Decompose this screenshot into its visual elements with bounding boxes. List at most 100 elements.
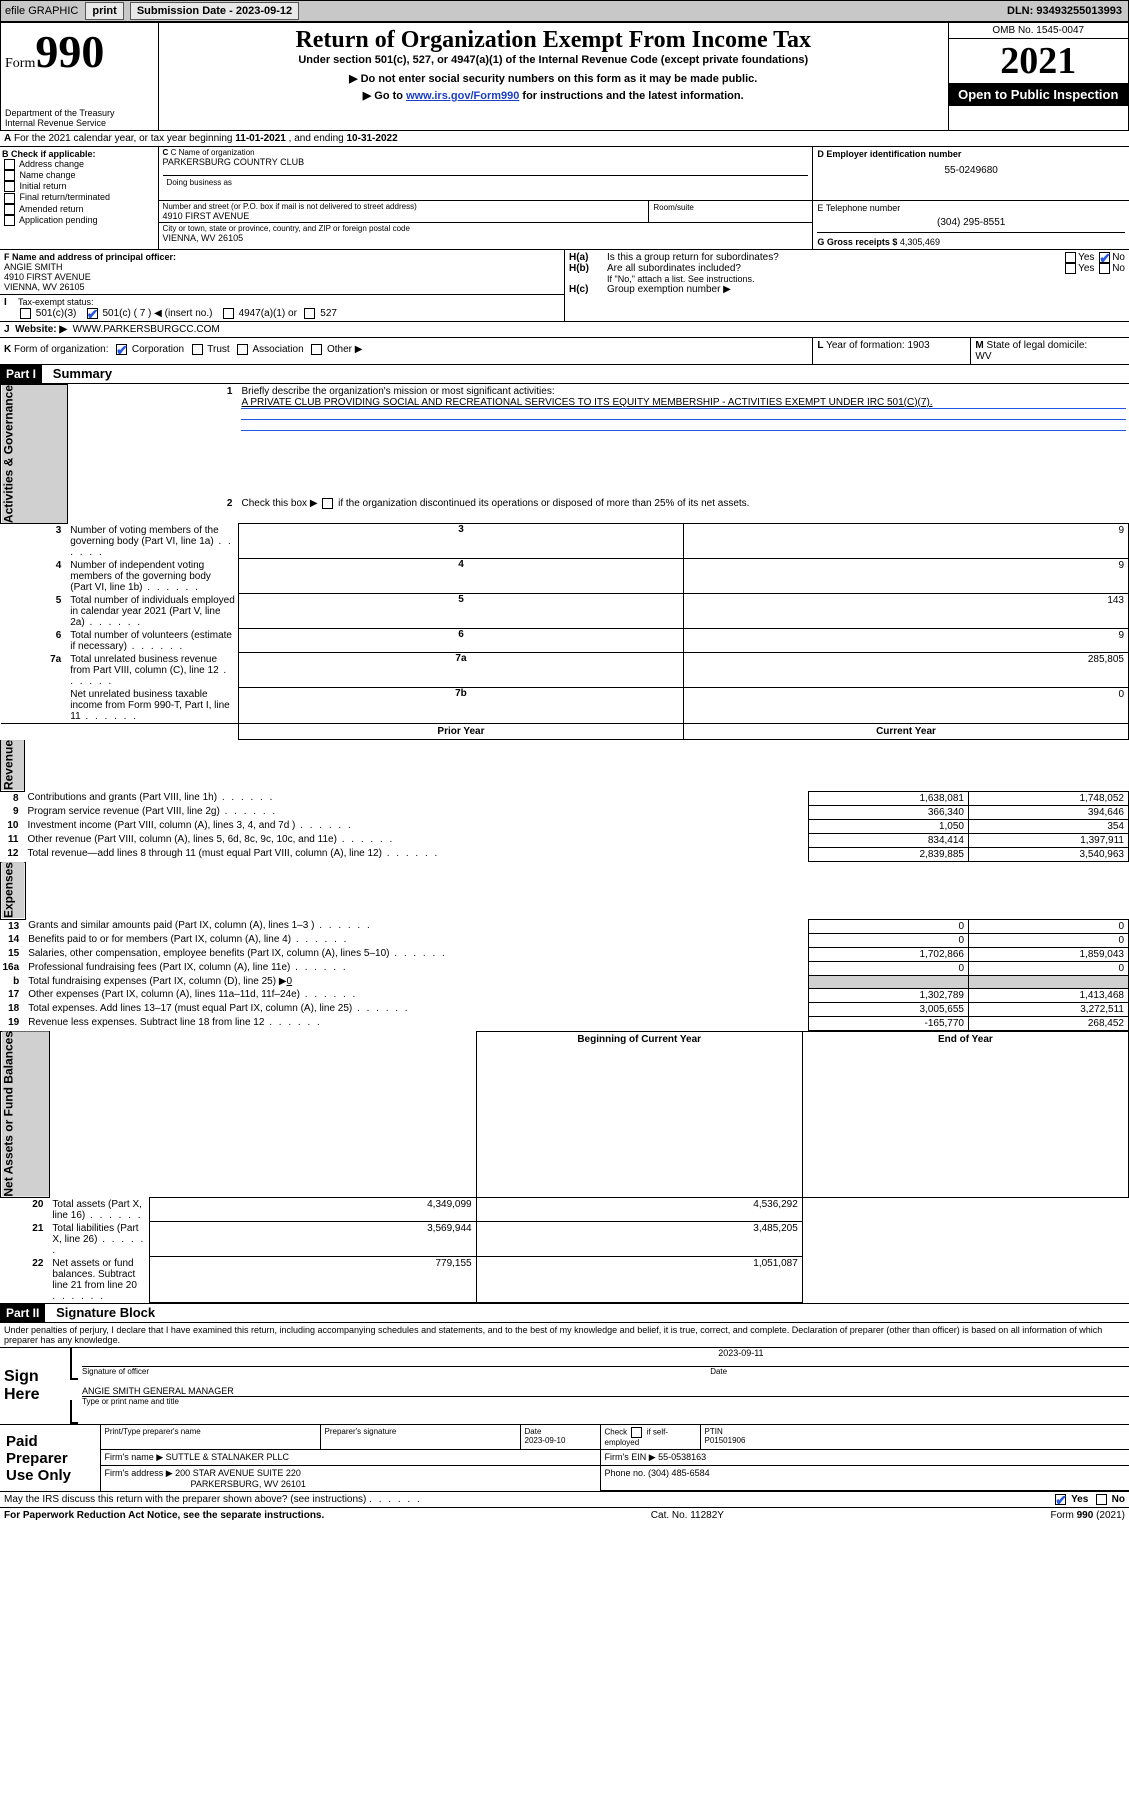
firm-addr-lbl: Firm's address ▶: [105, 1468, 173, 1478]
row-15-prior: 1,702,866: [809, 947, 969, 961]
dln-box: DLN: 93493255013993: [1007, 5, 1128, 17]
row-5-value: 143: [683, 594, 1128, 629]
row-20-current: 4,536,292: [476, 1198, 802, 1222]
pp-col1: Print/Type preparer's name: [100, 1425, 320, 1450]
row-9-prior: 366,340: [809, 805, 969, 819]
row-21-current: 3,485,205: [476, 1222, 802, 1257]
b-opt-2-checkbox[interactable]: [4, 181, 15, 192]
i-501c3: 501(c)(3): [36, 308, 77, 319]
officer-name-title: ANGIE SMITH GENERAL MANAGER: [82, 1386, 1129, 1397]
row-14-current: 0: [969, 933, 1129, 947]
form-header: Form990 Department of the Treasury Inter…: [0, 22, 1129, 131]
pp-selfemp-checkbox[interactable]: [631, 1427, 642, 1438]
may-irs-yes-checkbox[interactable]: [1055, 1494, 1066, 1505]
prior-year-hdr: Prior Year: [238, 723, 683, 739]
b-opt-5-checkbox[interactable]: [4, 215, 15, 226]
page-footer: For Paperwork Reduction Act Notice, see …: [0, 1507, 1129, 1523]
street-value: 4910 FIRST AVENUE: [163, 211, 645, 221]
row-15-current: 1,859,043: [969, 947, 1129, 961]
m-text: State of legal domicile:: [987, 340, 1088, 351]
k-opt-1-checkbox[interactable]: [192, 344, 203, 355]
expenses-table: Expenses 13Grants and similar amounts pa…: [0, 862, 1129, 1031]
i-527-checkbox[interactable]: [304, 308, 315, 319]
room-suite-label: Room/suite: [649, 201, 812, 223]
row-17-text: Other expenses (Part IX, column (A), lin…: [25, 988, 808, 1002]
beg-year-hdr: Beginning of Current Year: [476, 1031, 802, 1198]
c-name-lbl-text: C Name of organization: [171, 148, 255, 157]
hb-no-checkbox[interactable]: [1099, 263, 1110, 274]
may-irs-no-checkbox[interactable]: [1096, 1494, 1107, 1505]
b-opt-1-checkbox[interactable]: [4, 170, 15, 181]
g-line: G Gross receipts $ 4,305,469: [817, 232, 1125, 247]
k-opt-0-checkbox[interactable]: [116, 344, 127, 355]
ha-no-checkbox[interactable]: [1099, 252, 1110, 263]
p1-2-checkbox[interactable]: [322, 498, 333, 509]
footer-cat: Cat. No. 11282Y: [651, 1510, 724, 1521]
row-14-text: Benefits paid to or for members (Part IX…: [25, 933, 808, 947]
row-19-num: 19: [1, 1016, 26, 1030]
hb-yes-checkbox[interactable]: [1065, 263, 1076, 274]
hc-label: H(c): [569, 284, 588, 295]
irs-link[interactable]: www.irs.gov/Form990: [406, 90, 519, 102]
pp-check-pre: Check: [605, 1428, 628, 1437]
row-14-num: 14: [1, 933, 26, 947]
goto-suffix: for instructions and the latest informat…: [519, 90, 743, 102]
row-16b-text: Total fundraising expenses (Part IX, col…: [28, 976, 286, 987]
irs-label: Internal Revenue Service: [5, 118, 154, 128]
footer-pra: For Paperwork Reduction Act Notice, see …: [4, 1510, 324, 1521]
line-b-title: B Check if applicable:: [2, 149, 96, 159]
part1-header-row: Part I Summary: [0, 365, 1129, 384]
ty-end: 10-31-2022: [346, 133, 397, 144]
ha-label: H(a): [569, 252, 588, 263]
row-13-num: 13: [1, 919, 26, 933]
row-9-text: Program service revenue (Part VIII, line…: [25, 805, 809, 819]
row-18-num: 18: [1, 1002, 26, 1016]
row-6-num: 6: [1, 629, 68, 653]
row-8-current: 1,748,052: [969, 791, 1129, 805]
ha-yes-checkbox[interactable]: [1065, 252, 1076, 263]
pp-date: 2023-09-10: [525, 1436, 566, 1445]
officer-city: VIENNA, WV 26105: [4, 282, 560, 292]
efile-topbar: efile GRAPHIC print Submission Date - 20…: [0, 0, 1129, 22]
form-subtitle-2: ▶ Do not enter social security numbers o…: [163, 72, 944, 85]
row-16a-current: 0: [969, 961, 1129, 975]
row-6-value: 9: [683, 629, 1128, 653]
row-22-prior: 779,155: [150, 1257, 476, 1303]
row-14-prior: 0: [809, 933, 969, 947]
dln-value: 93493255013993: [1036, 5, 1122, 17]
b-opt-3-checkbox[interactable]: [4, 193, 15, 204]
line-a-text: For the 2021 calendar year, or tax year …: [14, 133, 235, 144]
row-18-prior: 3,005,655: [809, 1002, 969, 1016]
k-opt-2-checkbox[interactable]: [237, 344, 248, 355]
sign-date: 2023-09-11: [710, 1348, 1129, 1366]
vlabel-activities: Activities & Governance: [1, 385, 68, 524]
k-opt-1-label: Trust: [207, 344, 229, 355]
pp-col3: Date: [525, 1427, 542, 1436]
firm-phone-lbl: Phone no.: [605, 1468, 649, 1478]
row-17-prior: 1,302,789: [809, 988, 969, 1002]
firm-ein: 55-0538163: [658, 1452, 706, 1462]
i-501c3-checkbox[interactable]: [20, 308, 31, 319]
row-16a-text: Professional fundraising fees (Part IX, …: [25, 961, 808, 975]
hc-text: Group exemption number ▶: [607, 284, 1125, 295]
row-12-text: Total revenue—add lines 8 through 11 (mu…: [25, 847, 809, 861]
k-opt-0-label: Corporation: [132, 344, 184, 355]
p1-2-pre: Check this box ▶: [241, 498, 317, 509]
i-501c-checkbox[interactable]: [87, 308, 98, 319]
part1-table: Activities & Governance 1 Briefly descri…: [0, 384, 1129, 740]
dln-label: DLN:: [1007, 5, 1036, 17]
i-4947-checkbox[interactable]: [223, 308, 234, 319]
row-13-text: Grants and similar amounts paid (Part IX…: [25, 919, 808, 933]
c-name-label: C C Name of organization: [163, 148, 809, 157]
print-button[interactable]: print: [85, 2, 123, 20]
k-opt-3-checkbox[interactable]: [311, 344, 322, 355]
k-prefix: K: [4, 344, 11, 355]
b-opt-4-checkbox[interactable]: [4, 204, 15, 215]
l-prefix: L: [817, 340, 823, 351]
row-8-prior: 1,638,081: [809, 791, 969, 805]
row-9-num: 9: [1, 805, 25, 819]
submission-date-box: Submission Date - 2023-09-12: [130, 2, 299, 20]
row-16a-num: 16a: [1, 961, 26, 975]
b-opt-0-checkbox[interactable]: [4, 159, 15, 170]
row-11-text: Other revenue (Part VIII, column (A), li…: [25, 833, 809, 847]
